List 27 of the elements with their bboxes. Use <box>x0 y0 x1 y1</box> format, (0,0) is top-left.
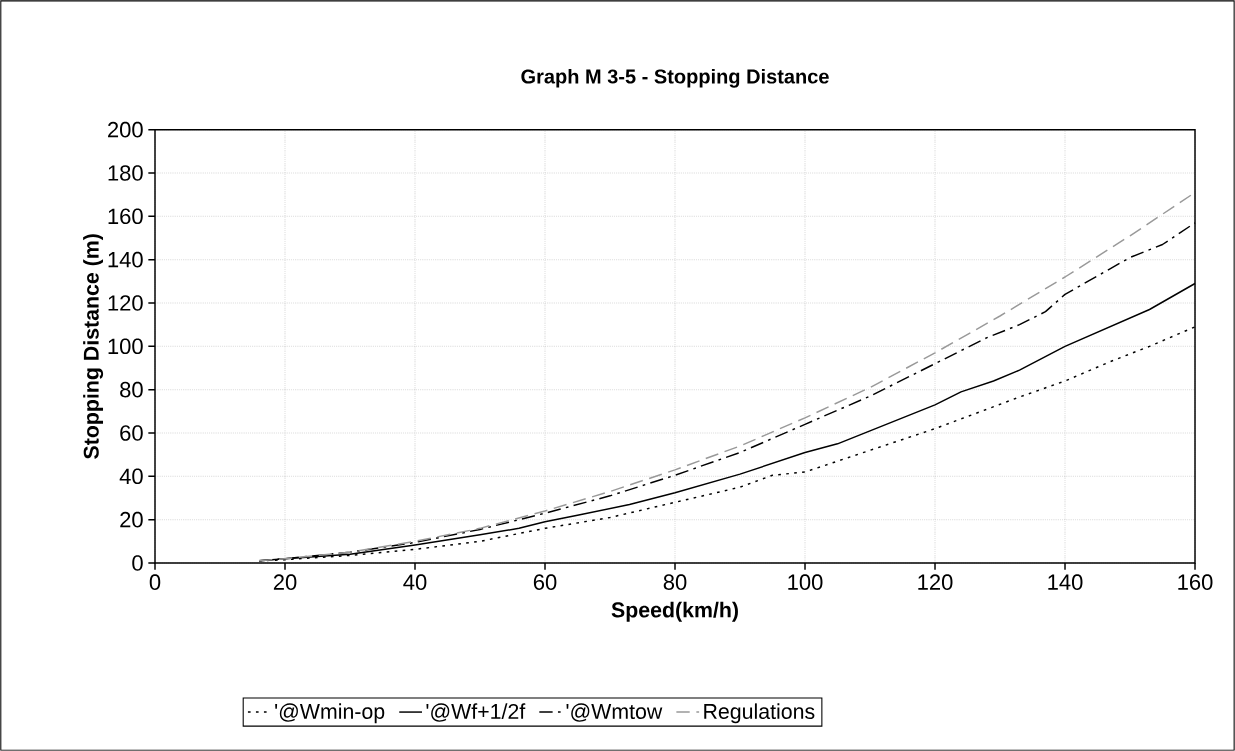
x-tick-label: 0 <box>149 574 161 590</box>
legend-label: Regulations <box>704 703 815 724</box>
x-tick-label: 60 <box>533 574 557 590</box>
x-tick-label: 140 <box>1048 574 1083 590</box>
x-axis-title: Speed(km/h) <box>611 601 738 622</box>
x-tick-label: 120 <box>918 574 953 590</box>
x-tick-label: 160 <box>1178 574 1213 590</box>
y-tick-label: 20 <box>120 511 143 528</box>
chart-title: Graph M 3-5 - Stopping Distance <box>521 68 829 88</box>
y-tick-label: 140 <box>108 251 143 268</box>
y-tick-label: 160 <box>108 208 143 225</box>
x-tick-label: 100 <box>788 574 823 590</box>
y-tick-label: 0 <box>132 555 143 571</box>
x-tick-label: 20 <box>273 574 297 590</box>
y-tick-label: 180 <box>108 165 143 181</box>
x-tick-label: 80 <box>663 574 687 590</box>
y-tick-label: 60 <box>120 425 143 441</box>
x-tick-label: 40 <box>403 574 427 590</box>
y-tick-label: 100 <box>108 338 143 355</box>
y-tick-label: 200 <box>108 121 143 138</box>
y-tick-label: 40 <box>119 468 143 485</box>
legend-label: '@Wf+1/2f <box>426 703 526 722</box>
y-axis-title: Stopping Distance (m) <box>83 234 104 459</box>
y-tick-label: 80 <box>120 381 143 398</box>
legend-label: '@Wmtow <box>566 703 663 722</box>
y-tick-label: 120 <box>108 295 143 311</box>
legend-label: '@Wmin-op <box>275 703 385 724</box>
